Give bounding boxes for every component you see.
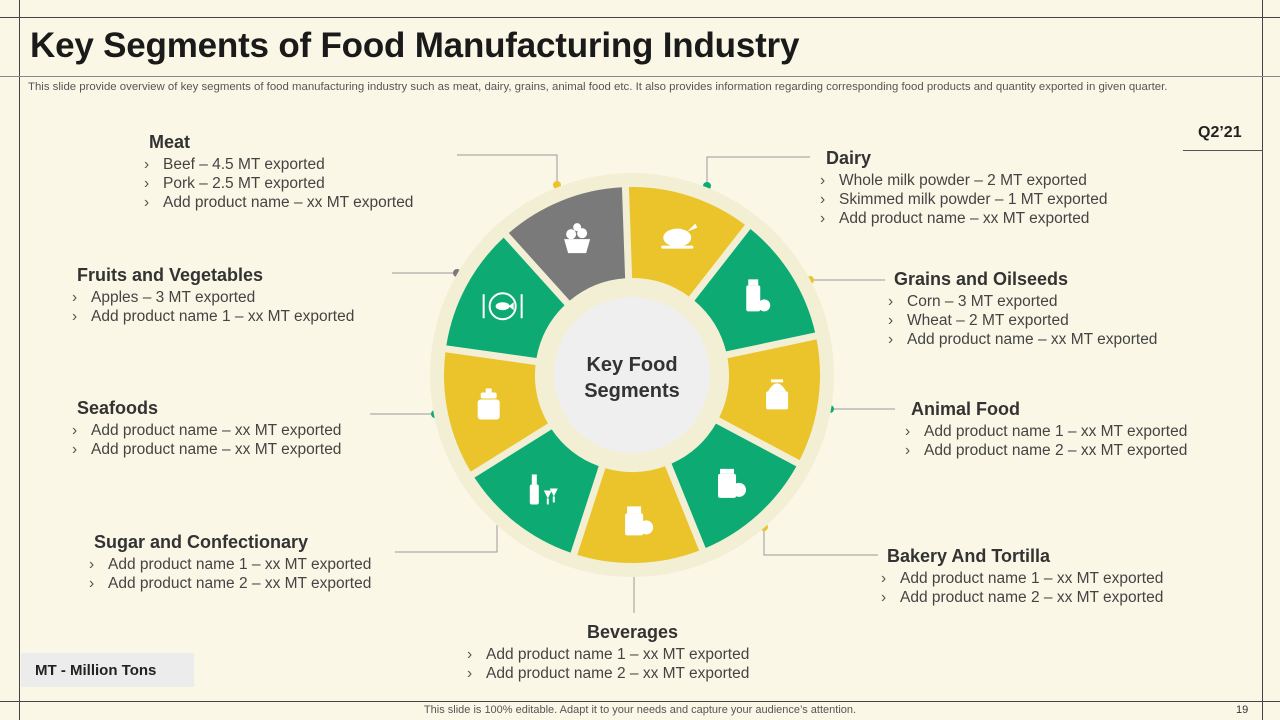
- segment-item: Apples – 3 MT exported: [72, 288, 354, 307]
- slice-seafoods: [446, 237, 565, 359]
- grain-jar-icon: [766, 379, 789, 410]
- segment-sugar: Sugar and Confectionary Add product name…: [94, 532, 371, 593]
- segment-item: Add product name – xx MT exported: [72, 440, 341, 459]
- segment-items-grains: Corn – 3 MT exported Wheat – 2 MT export…: [888, 292, 1157, 349]
- segment-meat: Meat Beef – 4.5 MT exported Pork – 2.5 M…: [149, 132, 413, 212]
- segment-item: Skimmed milk powder – 1 MT exported: [820, 190, 1107, 209]
- connector-dairy: [706, 156, 810, 186]
- bakery-bag-icon: [625, 506, 654, 536]
- page-number: 19: [1236, 704, 1249, 716]
- milk-bottle-icon: [746, 279, 771, 312]
- footer-text: This slide is 100% editable. Adapt it to…: [423, 704, 857, 716]
- segment-title-seafoods: Seafoods: [77, 398, 159, 418]
- segment-item: Add product name 1 – xx MT exported: [72, 307, 354, 326]
- segment-bakery: Bakery And Tortilla Add product name 1 –…: [887, 546, 1163, 607]
- fish-plate-icon: [482, 292, 523, 321]
- frame-bottom-line: [0, 701, 1280, 702]
- segment-grains: Grains and Oilseeds Corn – 3 MT exported…: [894, 269, 1157, 349]
- segment-items-bakery: Add product name 1 – xx MT exported Add …: [881, 569, 1163, 607]
- segment-items-meat: Beef – 4.5 MT exported Pork – 2.5 MT exp…: [144, 155, 413, 212]
- title-underline: [0, 76, 1280, 77]
- segment-item: Add product name – xx MT exported: [72, 421, 341, 440]
- segment-items-fruits: Apples – 3 MT exported Add product name …: [72, 288, 354, 326]
- page-subtitle: This slide provide overview of key segme…: [28, 81, 1168, 93]
- legend-text: MT - Million Tons: [35, 662, 157, 679]
- segment-title-animal-food: Animal Food: [911, 399, 1020, 419]
- segment-title-sugar: Sugar and Confectionary: [94, 532, 309, 552]
- segment-title-beverages: Beverages: [587, 622, 679, 642]
- frame-right-line: [1262, 0, 1263, 720]
- segment-item: Beef – 4.5 MT exported: [144, 155, 413, 174]
- fruit-basket-icon: [564, 223, 591, 254]
- connector-meat: [457, 154, 558, 185]
- segment-item: Add product name 1 – xx MT exported: [89, 555, 371, 574]
- segment-title-grains: Grains and Oilseeds: [894, 269, 1069, 289]
- segment-title-bakery: Bakery And Tortilla: [887, 546, 1051, 566]
- segment-title-fruits: Fruits and Vegetables: [77, 265, 264, 285]
- segment-dairy: Dairy Whole milk powder – 2 MT exported …: [826, 148, 1107, 228]
- segment-item: Corn – 3 MT exported: [888, 292, 1157, 311]
- pet-food-bag-icon: [718, 468, 747, 498]
- segment-item: Add product name – xx MT exported: [820, 209, 1107, 228]
- segment-fruits: Fruits and Vegetables Apples – 3 MT expo…: [77, 265, 354, 326]
- segment-icons: [477, 223, 789, 536]
- segment-items-dairy: Whole milk powder – 2 MT exported Skimme…: [820, 171, 1107, 228]
- segment-item: Add product name 2 – xx MT exported: [905, 441, 1187, 460]
- center-circle: [554, 297, 710, 453]
- frame-left-line: [19, 0, 20, 720]
- connector-sugar: [395, 522, 498, 553]
- segment-item: Add product name – xx MT exported: [144, 193, 413, 212]
- segment-item: Add product name 2 – xx MT exported: [467, 664, 749, 683]
- frame-top-line: [0, 17, 1280, 18]
- segment-title-dairy: Dairy: [826, 148, 872, 168]
- segment-items-animal-food: Add product name 1 – xx MT exported Add …: [905, 422, 1187, 460]
- segment-item: Add product name 2 – xx MT exported: [89, 574, 371, 593]
- quarter-underline: [1183, 150, 1263, 151]
- segment-item: Add product name 2 – xx MT exported: [881, 588, 1163, 607]
- legend-box: MT - Million Tons: [21, 653, 194, 687]
- segment-item: Pork – 2.5 MT exported: [144, 174, 413, 193]
- center-label-line-2: Segments: [584, 380, 680, 402]
- quarter-label: Q2’21: [1198, 124, 1242, 141]
- segment-seafoods: Seafoods Add product name – xx MT export…: [77, 398, 341, 459]
- segment-item: Wheat – 2 MT exported: [888, 311, 1157, 330]
- center-label-line-1: Key Food: [586, 354, 677, 376]
- wine-bottle-icon: [529, 474, 558, 505]
- segment-items-beverages: Add product name 1 – xx MT exported Add …: [467, 645, 749, 683]
- segment-animal-food: Animal Food Add product name 1 – xx MT e…: [911, 399, 1187, 460]
- segment-item: Add product name 1 – xx MT exported: [905, 422, 1187, 441]
- segment-items-seafoods: Add product name – xx MT exported Add pr…: [72, 421, 341, 459]
- chicken-icon: [661, 223, 698, 249]
- segment-beverages: Beverages Add product name 1 – xx MT exp…: [486, 622, 749, 683]
- segment-items-sugar: Add product name 1 – xx MT exported Add …: [89, 555, 371, 593]
- segment-title-meat: Meat: [149, 132, 191, 152]
- segment-item: Add product name 1 – xx MT exported: [881, 569, 1163, 588]
- segment-item: Whole milk powder – 2 MT exported: [820, 171, 1107, 190]
- candy-jar-icon: [477, 388, 500, 420]
- segment-item: Add product name – xx MT exported: [888, 330, 1157, 349]
- page-title: Key Segments of Food Manufacturing Indus…: [30, 26, 800, 65]
- segment-item: Add product name 1 – xx MT exported: [467, 645, 749, 664]
- connector-bakery: [763, 527, 878, 556]
